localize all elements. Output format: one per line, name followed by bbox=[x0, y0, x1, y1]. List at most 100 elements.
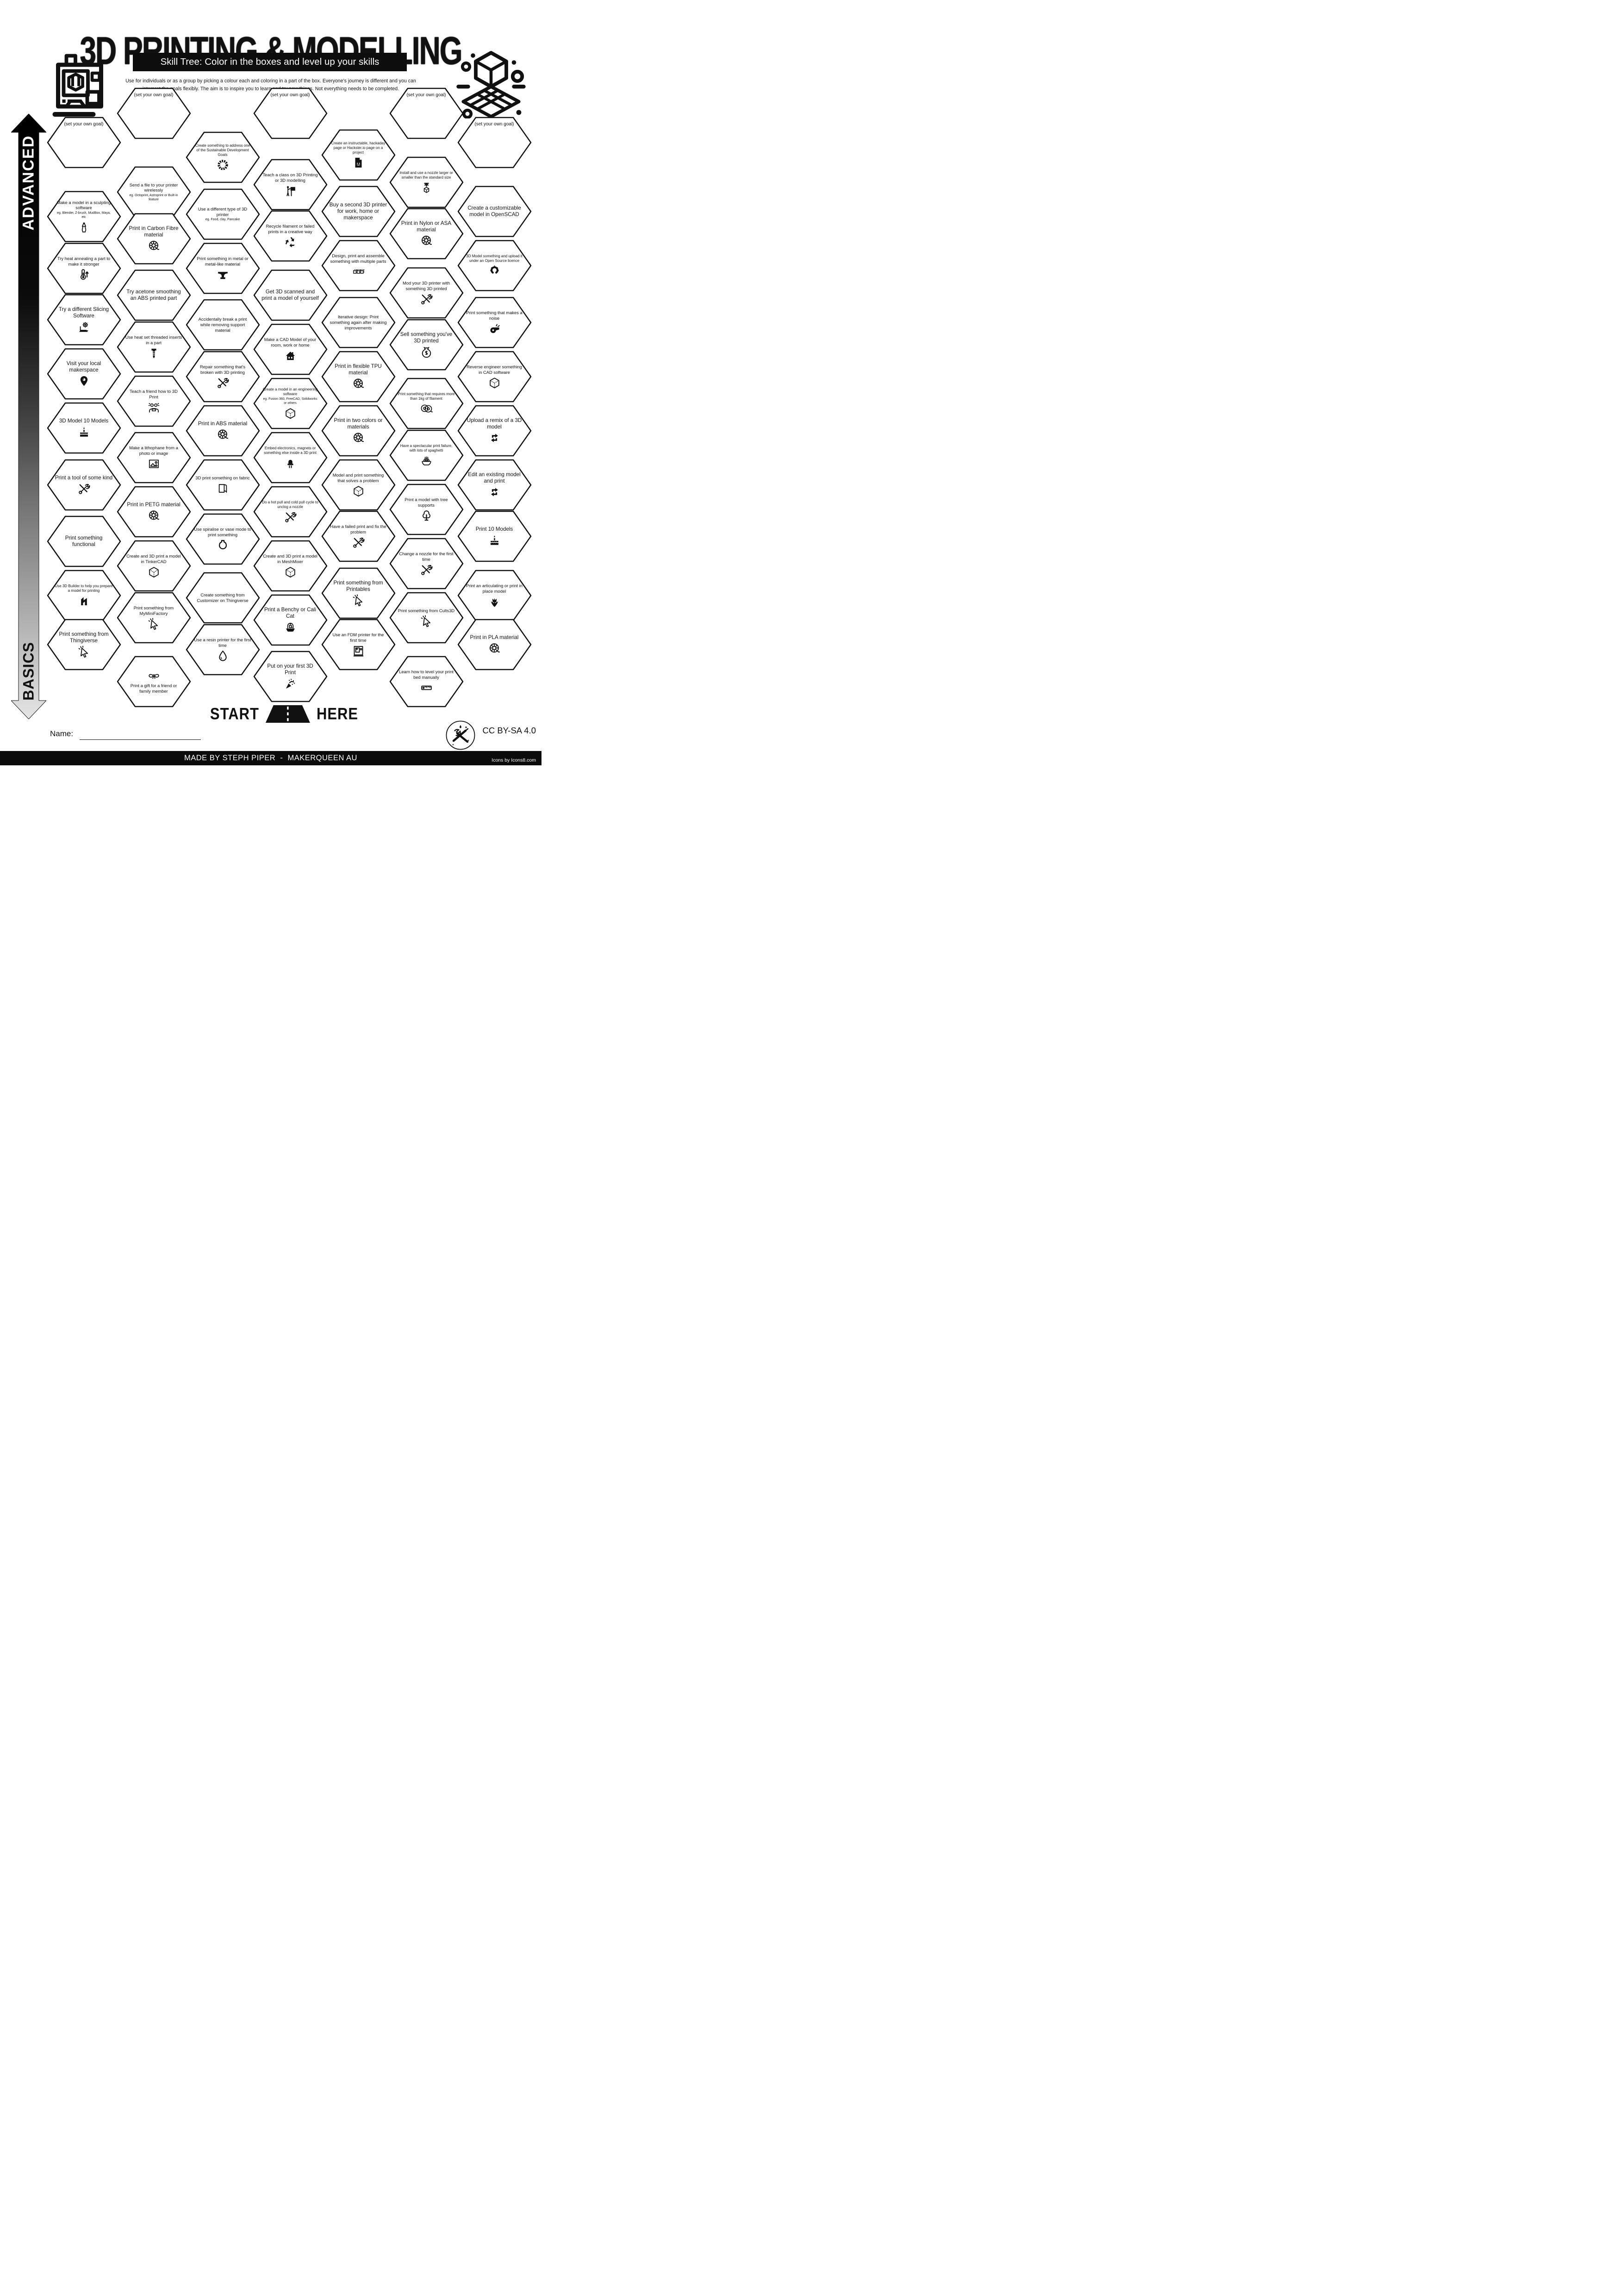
hex-label: Send a file to your printer wirelessly bbox=[129, 182, 178, 193]
hexagon-outline bbox=[389, 429, 463, 481]
start-here: START HERE bbox=[210, 704, 358, 723]
hexagon-outline bbox=[253, 323, 327, 375]
hex-label: Model and print something that solves a … bbox=[332, 472, 384, 483]
hexagon-outline bbox=[321, 619, 395, 670]
hexagon-outline bbox=[117, 656, 191, 707]
map-pin-icon bbox=[80, 375, 88, 386]
hexagon-outline bbox=[321, 567, 395, 619]
hex-label: Upload a remix of a 3D model bbox=[467, 417, 522, 430]
hex-metal-print: Print something in metal or metal-like m… bbox=[185, 242, 261, 294]
hex-label: Print something from Printables bbox=[333, 580, 383, 592]
hex-customizer: Create something from Customizer on Thin… bbox=[185, 572, 261, 624]
hexagon-outline bbox=[186, 624, 260, 676]
hexagon-outline bbox=[457, 351, 531, 403]
hex-openscad: Create a customizable model in OpenSCAD bbox=[457, 186, 532, 237]
hex-petg: Print in PETG material bbox=[116, 486, 192, 538]
hex-label: Use a resin printer for the first time bbox=[194, 637, 251, 648]
cube-icon bbox=[285, 567, 295, 577]
hexagon-outline bbox=[253, 269, 327, 321]
hexagon-outline bbox=[117, 592, 191, 644]
hex-embed-electronics: Embed electronics, magnets or something … bbox=[253, 432, 328, 484]
hex-label: Print a gift for a friend or family memb… bbox=[130, 683, 177, 694]
hex-3d-scan-yourself: Get 3D scanned and print a model of your… bbox=[253, 269, 328, 321]
hexagon-outline bbox=[47, 459, 121, 511]
hex-label: Use 3D Builder to help you prepare a mod… bbox=[55, 584, 113, 593]
hex-label: Print an articulating or print in place … bbox=[466, 583, 523, 594]
printer-icon bbox=[353, 645, 364, 657]
hex-label: Create something from Customizer on Thin… bbox=[197, 592, 249, 603]
whistle-icon bbox=[490, 324, 500, 334]
hexagon-outline bbox=[117, 432, 191, 484]
hexagon-outline bbox=[321, 405, 395, 457]
hex-print-10: Print 10 Models bbox=[457, 510, 532, 562]
hex-label: Do a hot pull and cold pull cycle to unc… bbox=[262, 500, 318, 509]
hex-label: Get 3D scanned and print a model of your… bbox=[261, 289, 319, 301]
hexagon-outline bbox=[321, 351, 395, 403]
hex-tinkercad: Create and 3D print a model in TinkerCAD bbox=[116, 540, 192, 592]
cube-icon bbox=[489, 378, 499, 388]
hexagon-outline bbox=[253, 159, 327, 211]
hex-mod-printer: Mod your 3D printer with something 3D pr… bbox=[389, 267, 464, 319]
hex-label: Print 10 Models bbox=[475, 526, 513, 533]
hex-noise-print: Print something that makes a noise bbox=[457, 297, 532, 348]
hexagon-outline bbox=[321, 129, 395, 181]
hex-label: Create and 3D print a model in MeshMixer bbox=[263, 553, 317, 564]
hexagon-outline bbox=[253, 210, 327, 262]
hex-label: Learn how to level your print bed manual… bbox=[399, 669, 454, 680]
vase-icon bbox=[218, 540, 227, 549]
hex-cad-room: Make a CAD Model of your room, work or h… bbox=[253, 323, 328, 375]
hex-instructable: Create an instructable, hackaday page or… bbox=[321, 129, 396, 181]
hexagon-outline bbox=[457, 186, 531, 237]
hexagon-outline bbox=[47, 242, 121, 294]
cube-icon bbox=[285, 408, 295, 419]
hexagon-outline bbox=[117, 321, 191, 373]
hex-break-support: Accidentally break a print while removin… bbox=[185, 299, 261, 351]
name-label: Name: bbox=[50, 729, 74, 738]
ruler-icon bbox=[421, 685, 432, 690]
hex-repair-3d-printing: Repair something that's broken with 3D p… bbox=[185, 351, 261, 403]
hex-label: Print something that makes a noise bbox=[466, 310, 523, 321]
hex-label: Print in Carbon Fibre material bbox=[129, 225, 179, 238]
hex-sell-print: Sell something you've 3D printed bbox=[389, 319, 464, 371]
hex-benchy: Print a Benchy or Cali Cat bbox=[253, 594, 328, 646]
hexagon-outline bbox=[253, 651, 327, 702]
hex-teach-friend: Teach a friend how to 3D Print bbox=[116, 375, 192, 427]
hex-1kg-filament: Print something that requires more than … bbox=[389, 378, 464, 429]
spool-icon bbox=[218, 429, 228, 439]
hex-open-source-model: 3D Model something and upload it under a… bbox=[457, 240, 532, 292]
hex-sublabel: eg. Octoprint, Astroprint or Built-in fe… bbox=[129, 194, 178, 201]
hex-goal-1: (set your own goal) bbox=[46, 117, 122, 168]
hex-level-bed: Learn how to level your print bed manual… bbox=[389, 656, 464, 707]
cursor-icon bbox=[148, 618, 158, 630]
hexagon-outline bbox=[117, 269, 191, 321]
hex-label: (set your own goal) bbox=[64, 122, 104, 127]
hex-fix-failed-print: Have a failed print and fix the problem bbox=[321, 510, 396, 562]
hexagon-outline bbox=[321, 186, 395, 237]
hex-label: Print in two colors or materials bbox=[334, 417, 383, 430]
hex-label: Create and 3D print a model in TinkerCAD bbox=[126, 553, 181, 564]
hex-tpu: Print in flexible TPU material bbox=[321, 351, 396, 403]
benchy-icon bbox=[285, 622, 295, 632]
remix-icon bbox=[491, 488, 498, 496]
hexagon-outline bbox=[186, 572, 260, 624]
hex-myminifactory: Print something from MyMiniFactory bbox=[116, 592, 192, 644]
hex-label: Make a lithophane from a photo or image bbox=[129, 445, 178, 456]
hex-wireless-print: Send a file to your printer wirelessly eg… bbox=[116, 166, 192, 218]
hexagon-outline bbox=[253, 594, 327, 646]
fabric-icon bbox=[218, 484, 227, 493]
hexagon-outline bbox=[389, 87, 463, 139]
hex-sublabel: eg. Fusion 360, FreeCAD, Solidworks or o… bbox=[263, 397, 317, 405]
hexagon-outline bbox=[117, 87, 191, 139]
hexagon-outline bbox=[186, 188, 260, 240]
money-bag-icon bbox=[422, 346, 431, 358]
hex-label: Print something functional bbox=[65, 535, 103, 547]
hexagon-outline bbox=[186, 351, 260, 403]
hex-nozzle-size: Install and use a nozzle larger or small… bbox=[389, 156, 464, 208]
teacher-icon bbox=[286, 186, 296, 196]
hex-label: (set your own goal) bbox=[474, 122, 514, 127]
hexagon-outline bbox=[321, 297, 395, 348]
hex-lithophane: Make a lithophane from a photo or image bbox=[116, 432, 192, 484]
hex-nylon-asa: Print in Nylon or ASA material bbox=[389, 208, 464, 260]
made-by-label: MADE BY STEPH PIPER - MAKERQUEEN AU bbox=[184, 754, 357, 762]
hex-label: Print something from MyMiniFactory bbox=[133, 605, 174, 616]
